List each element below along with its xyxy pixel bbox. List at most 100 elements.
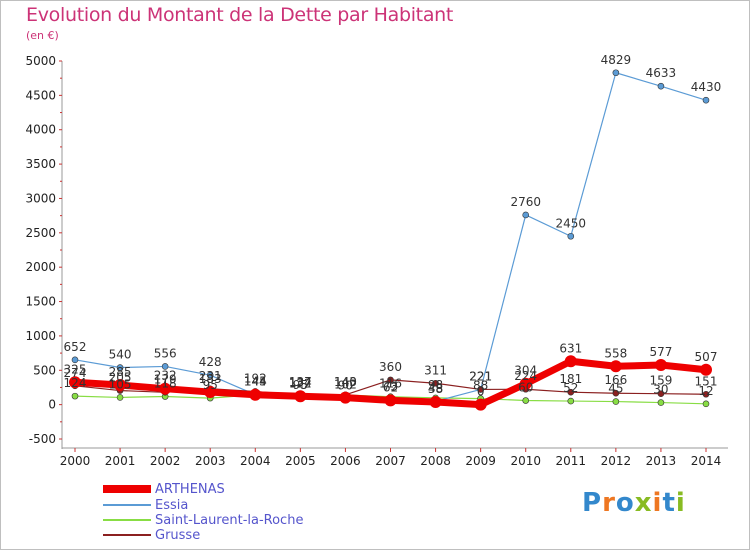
logo-letter: o <box>615 488 635 518</box>
x-tick-label: 2008 <box>420 454 451 468</box>
series-point-essia <box>567 232 575 240</box>
data-label-arthenas: 507 <box>695 350 718 364</box>
y-tick-label: 1500 <box>25 295 56 309</box>
data-label-grusse: 311 <box>424 363 447 377</box>
y-tick-label: 5000 <box>25 54 56 68</box>
data-label-essia: 428 <box>199 355 222 369</box>
legend-label-essia: Essia <box>155 498 188 513</box>
data-label-saint-laurent-la-roche: 30 <box>653 383 668 397</box>
data-label-arthenas: 304 <box>514 364 537 378</box>
series-point-saint-laurent-la-roche <box>522 397 530 404</box>
data-label-arthenas: 122 <box>289 376 312 390</box>
data-label-essia: 221 <box>469 369 492 383</box>
series-point-arthenas <box>114 379 127 392</box>
legend-label-grusse: Grusse <box>155 528 200 543</box>
data-label-grusse: 231 <box>199 369 222 383</box>
logo-letter: i <box>652 488 663 518</box>
data-label-arthenas: 144 <box>244 375 267 389</box>
logo-letter: r <box>602 488 616 518</box>
y-tick-label: 3000 <box>25 191 56 205</box>
data-label-essia: 145 <box>244 375 267 389</box>
y-tick-label: 2000 <box>25 260 56 274</box>
data-label-saint-laurent-la-roche: 118 <box>154 377 177 391</box>
y-tick-label: -500 <box>29 432 56 446</box>
series-point-arthenas <box>204 386 217 399</box>
x-tick-label: 2003 <box>195 454 226 468</box>
series-point-saint-laurent-la-roche <box>116 394 124 401</box>
data-label-essia: 73 <box>383 380 398 394</box>
x-axis-ticks: 2000 2001 2002 2003 2004 2005 2006 2007 2008 2009… <box>60 448 721 468</box>
data-label-grusse: 166 <box>604 373 627 387</box>
series-point-essia <box>71 356 79 364</box>
x-tick-label: 2002 <box>150 454 181 468</box>
series-point-grusse <box>432 379 439 387</box>
legend: ARTHENASEssiaSaint-Laurent-la-RocheGruss… <box>103 482 303 543</box>
data-label-arthenas: 38 <box>428 382 443 396</box>
data-label-essia: 652 <box>64 340 87 354</box>
proxiti-logo: Proxiti <box>582 488 686 518</box>
x-tick-label: 2005 <box>285 454 316 468</box>
y-axis-ticks: -500 0 500 1000 1500 2000 2500 3000 3500 4000 4500… <box>25 54 62 446</box>
y-tick-label: 500 <box>33 363 56 377</box>
series-point-arthenas <box>654 358 667 371</box>
y-tick-label: 0 <box>48 398 56 412</box>
data-label-essia: 4430 <box>691 80 722 94</box>
data-label-arthenas: 0 <box>477 385 485 399</box>
data-label-arthenas: 631 <box>559 341 582 355</box>
series-point-essia <box>116 364 124 371</box>
series-point-essia <box>206 371 214 379</box>
data-label-essia: 48 <box>428 381 443 395</box>
data-label-saint-laurent-la-roche: 134 <box>289 375 312 389</box>
data-label-essia: 95 <box>293 378 308 392</box>
series-point-grusse <box>702 390 710 398</box>
data-label-grusse: 360 <box>379 360 402 374</box>
series-point-saint-laurent-la-roche <box>612 398 620 405</box>
legend-swatch-arthenas <box>103 485 151 493</box>
data-label-arthenas: 577 <box>649 345 672 359</box>
y-tick-label: 4500 <box>25 88 56 102</box>
legend-label-saint-laurent-la-roche: Saint-Laurent-la-Roche <box>155 513 303 528</box>
series-point-essia <box>702 96 710 104</box>
data-label-grusse: 181 <box>559 372 582 386</box>
chart-unit: (en €) <box>26 29 59 42</box>
series-point-arthenas <box>564 355 577 368</box>
x-tick-label: 2009 <box>465 454 496 468</box>
data-label-arthenas: 232 <box>154 369 177 383</box>
data-label-essia: 540 <box>109 348 132 362</box>
data-label-saint-laurent-la-roche: 105 <box>109 377 132 391</box>
data-label-grusse: 274 <box>64 366 87 380</box>
series-point-arthenas <box>519 377 532 390</box>
logo-letter: P <box>582 488 603 518</box>
x-tick-label: 2000 <box>60 454 91 468</box>
data-label-essia: 90 <box>338 378 353 392</box>
data-label-arthenas: 285 <box>109 365 132 379</box>
series-point-essia <box>161 363 169 370</box>
data-label-saint-laurent-la-roche: 140 <box>334 375 357 389</box>
data-label-saint-laurent-la-roche: 52 <box>563 381 578 395</box>
legend-label-arthenas: ARTHENAS <box>155 482 225 497</box>
x-tick-label: 2012 <box>601 454 632 468</box>
series-point-saint-laurent-la-roche <box>71 392 79 400</box>
x-tick-label: 2010 <box>510 454 541 468</box>
data-label-essia: 4829 <box>601 53 632 67</box>
chart-title: Evolution du Montant de la Dette par Hab… <box>26 4 454 26</box>
x-tick-label: 2004 <box>240 454 271 468</box>
data-label-saint-laurent-la-roche: 116 <box>379 377 402 391</box>
data-label-grusse: 143 <box>334 375 357 389</box>
series-point-saint-laurent-la-roche <box>657 399 665 406</box>
data-label-grusse: 179 <box>154 372 177 386</box>
logo-letter: t <box>662 488 676 518</box>
data-label-saint-laurent-la-roche: 12 <box>698 384 713 398</box>
series-point-grusse <box>477 386 484 393</box>
data-label-saint-laurent-la-roche: 95 <box>203 378 218 392</box>
series-point-arthenas <box>294 390 307 403</box>
data-label-arthenas: 183 <box>199 372 222 386</box>
data-label-saint-laurent-la-roche: 60 <box>518 381 533 395</box>
series-point-essia <box>612 69 620 77</box>
series-point-saint-laurent-la-roche <box>567 397 575 405</box>
series-point-arthenas <box>474 398 487 411</box>
series-point-grusse <box>387 376 394 384</box>
series-point-grusse <box>612 389 620 397</box>
legend-swatch-saint-laurent-la-roche <box>103 519 151 521</box>
